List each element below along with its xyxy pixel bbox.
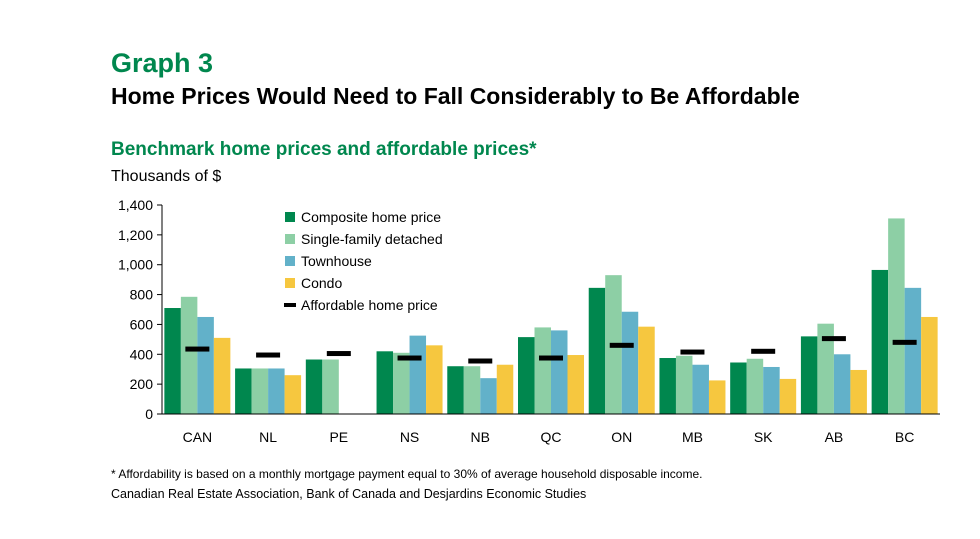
affordable-marker-bc: [892, 339, 917, 345]
bars-layer: [164, 218, 938, 414]
affordable-marker-mb: [680, 349, 705, 355]
y-tick-label: 400: [130, 346, 154, 362]
bar-condo-mb: [708, 380, 726, 414]
bar-townhouse-nl: [268, 368, 285, 414]
bar-townhouse-ab: [833, 354, 851, 414]
bar-condo-nb: [496, 364, 514, 414]
legend-label-affordable: Affordable home price: [301, 297, 438, 313]
bar-composite-sk: [730, 362, 747, 414]
bar-townhouse-qc: [551, 330, 568, 414]
legend-swatch-single_family: [285, 234, 295, 244]
bar-townhouse-can: [197, 316, 214, 414]
bar-condo-bc: [921, 316, 938, 414]
bar-composite-ab: [800, 336, 818, 414]
x-tick-label: ON: [611, 429, 632, 445]
y-tick-label: 1,400: [118, 197, 153, 213]
legend-label-composite: Composite home price: [301, 209, 441, 225]
axes: CAN NL PE NS NB QC ON MB SK AB BC 0 200 400 600 800 1,00…: [118, 197, 940, 445]
x-tick-label: NB: [471, 429, 490, 445]
footnote: * Affordability is based on a monthly mo…: [111, 467, 703, 481]
bar-composite-bc: [871, 269, 889, 414]
figure-label: Graph 3: [111, 48, 214, 78]
x-tick-label: SK: [754, 429, 773, 445]
legend-swatch-condo: [285, 278, 295, 288]
y-tick-label: 600: [130, 316, 154, 332]
x-tick-label: CAN: [183, 429, 213, 445]
bar-single_family-sk: [746, 358, 764, 414]
bar-townhouse-sk: [763, 366, 780, 414]
x-tick-label: MB: [682, 429, 703, 445]
y-tick-label: 1,200: [118, 227, 153, 243]
y-tick-label: 800: [130, 287, 154, 303]
bar-single_family-nb: [463, 366, 481, 414]
y-tick-label: 200: [130, 376, 154, 392]
x-tick-label: AB: [825, 429, 844, 445]
legend-label-single_family: Single-family detached: [301, 231, 443, 247]
legend-swatch-composite: [285, 212, 295, 222]
source-note: Canadian Real Estate Association, Bank o…: [111, 487, 587, 501]
bar-composite-mb: [659, 358, 676, 414]
bar-composite-pe: [305, 359, 323, 414]
legend-swatch-townhouse: [285, 256, 295, 266]
bar-single_family-qc: [534, 327, 551, 414]
bar-composite-qc: [518, 337, 535, 414]
affordable-marker-nb: [468, 358, 493, 364]
affordable-markers: [185, 336, 917, 364]
legend-swatch-affordable: [284, 303, 296, 307]
bar-single_family-nl: [251, 368, 269, 414]
bar-condo-qc: [567, 355, 584, 414]
bar-single_family-ab: [817, 323, 834, 414]
affordable-marker-qc: [539, 355, 563, 361]
bar-townhouse-bc: [904, 287, 922, 414]
x-tick-label: BC: [895, 429, 914, 445]
bar-townhouse-ns: [409, 335, 427, 414]
chart-title: Benchmark home prices and affordable pri…: [111, 139, 537, 160]
bar-composite-on: [588, 287, 606, 414]
figure-title: Home Prices Would Need to Fall Considera…: [111, 83, 800, 109]
affordable-marker-on: [609, 342, 634, 348]
bar-single_family-ns: [393, 352, 410, 414]
y-axis-unit-label: Thousands of $: [111, 168, 222, 185]
bar-townhouse-on: [621, 311, 639, 414]
bar-composite-nl: [235, 368, 252, 414]
bar-condo-on: [638, 326, 655, 414]
affordable-marker-ab: [821, 336, 846, 342]
bar-condo-nl: [284, 375, 302, 414]
x-tick-label: NS: [400, 429, 419, 445]
x-tick-label: NL: [259, 429, 277, 445]
y-tick-label: 1,000: [118, 257, 153, 273]
bar-composite-nb: [447, 366, 464, 414]
affordable-marker-ns: [397, 355, 422, 361]
bar-single_family-bc: [888, 218, 905, 414]
bar-townhouse-nb: [480, 378, 497, 414]
x-tick-label: PE: [329, 429, 348, 445]
affordable-marker-nl: [256, 352, 281, 358]
bar-condo-can: [213, 337, 231, 414]
affordable-marker-pe: [326, 351, 351, 357]
bar-single_family-can: [180, 296, 198, 414]
bar-condo-sk: [779, 378, 797, 414]
bar-single_family-mb: [675, 355, 693, 414]
legend: Composite home price Single-family detach…: [284, 209, 443, 313]
bar-townhouse-mb: [692, 364, 709, 414]
affordable-marker-sk: [751, 348, 776, 354]
legend-label-condo: Condo: [301, 275, 342, 291]
x-tick-label: QC: [541, 429, 562, 445]
bar-condo-ab: [850, 369, 867, 414]
bar-condo-ns: [426, 345, 443, 414]
affordable-marker-can: [185, 346, 210, 352]
bar-composite-can: [164, 308, 181, 414]
legend-label-townhouse: Townhouse: [301, 253, 372, 269]
y-tick-label: 0: [145, 406, 153, 422]
bar-single_family-pe: [322, 359, 339, 414]
bar-composite-ns: [376, 351, 394, 414]
